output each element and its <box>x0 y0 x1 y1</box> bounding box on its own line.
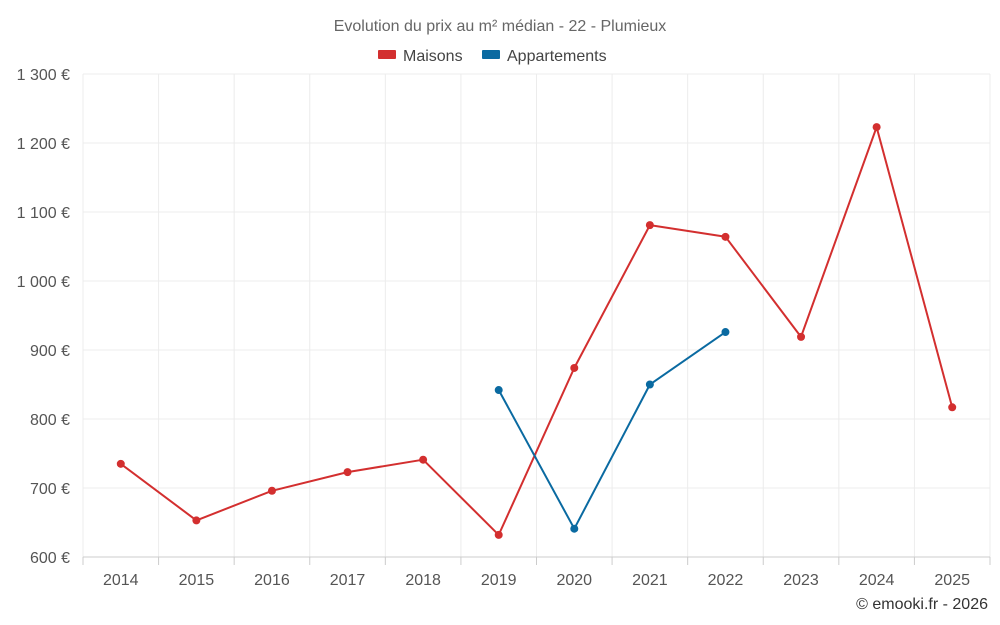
data-point-appartements[interactable] <box>570 524 579 533</box>
data-point-maisons[interactable] <box>419 455 428 464</box>
y-tick-label: 700 € <box>30 481 70 498</box>
y-axis: 600 € 700 € 800 € 900 € 1 000 € 1 100 € 1 200 … <box>17 67 70 567</box>
x-tick-label: 2016 <box>254 572 290 589</box>
data-point-appartements[interactable] <box>645 380 654 389</box>
data-point-maisons[interactable] <box>948 403 957 412</box>
x-tick-label: 2021 <box>632 572 668 589</box>
data-point-maisons[interactable] <box>116 459 125 468</box>
y-tick-label: 600 € <box>30 550 70 567</box>
x-tick-label: 2024 <box>859 572 895 589</box>
series-group <box>116 123 957 539</box>
data-point-maisons[interactable] <box>797 332 806 341</box>
y-tick-label: 1 000 € <box>17 274 70 291</box>
data-point-appartements[interactable] <box>721 328 730 337</box>
x-tick-label: 2025 <box>934 572 970 589</box>
x-axis: 2014 2015 2016 2017 2018 2019 2020 2021 2022 2023… <box>82 556 991 589</box>
chart-legend: Maisons Appartements <box>378 48 607 65</box>
x-tick-label: 2018 <box>405 572 441 589</box>
x-tick-label: 2022 <box>708 572 744 589</box>
data-point-maisons[interactable] <box>494 530 503 539</box>
y-tick-label: 1 100 € <box>17 205 70 222</box>
legend-swatch-maisons <box>378 50 396 59</box>
data-point-maisons[interactable] <box>192 516 201 525</box>
x-tick-label: 2017 <box>330 572 366 589</box>
data-point-maisons[interactable] <box>721 232 730 241</box>
legend-swatch-appartements <box>482 50 500 59</box>
data-point-maisons[interactable] <box>645 221 654 230</box>
y-tick-label: 800 € <box>30 412 70 429</box>
x-tick-label: 2023 <box>783 572 819 589</box>
x-tick-label: 2014 <box>103 572 139 589</box>
credit-text: © emooki.fr - 2026 <box>856 596 988 613</box>
legend-label-appartements: Appartements <box>507 48 607 65</box>
x-tick-label: 2020 <box>556 572 592 589</box>
data-point-maisons[interactable] <box>570 363 579 372</box>
legend-label-maisons: Maisons <box>403 48 463 65</box>
x-tick-label: 2019 <box>481 572 517 589</box>
grid-lines <box>82 73 991 557</box>
legend-item-appartements[interactable]: Appartements <box>482 48 607 65</box>
y-tick-label: 1 200 € <box>17 136 70 153</box>
chart-title: Evolution du prix au m² médian - 22 - Pl… <box>334 18 667 35</box>
legend-item-maisons[interactable]: Maisons <box>378 48 463 65</box>
data-point-appartements[interactable] <box>494 386 503 395</box>
data-point-maisons[interactable] <box>872 123 881 132</box>
data-point-maisons[interactable] <box>343 468 352 477</box>
x-tick-label: 2015 <box>179 572 215 589</box>
series-line-maisons <box>120 126 954 536</box>
series-line-appartements <box>497 331 727 530</box>
y-tick-label: 1 300 € <box>17 67 70 84</box>
y-tick-label: 900 € <box>30 343 70 360</box>
data-point-maisons[interactable] <box>267 486 276 495</box>
